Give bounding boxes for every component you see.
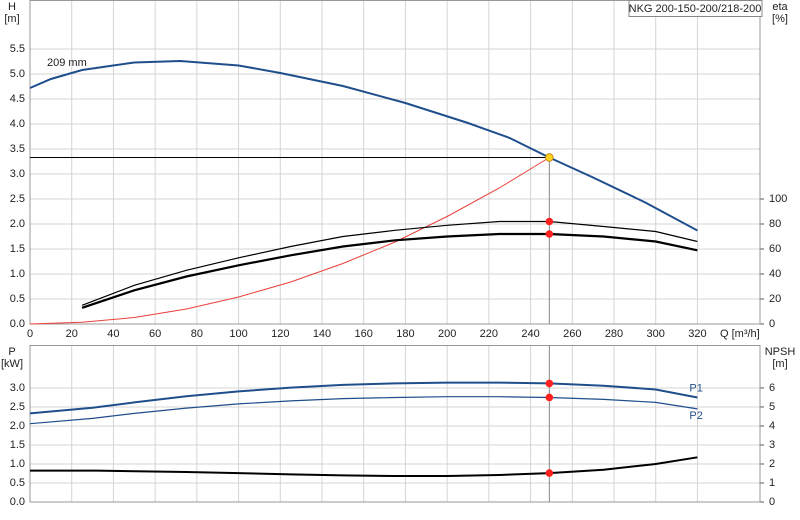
- y-tick-label: 2.5: [10, 193, 25, 205]
- series-label: P1: [689, 382, 702, 394]
- y2-axis-unit: [m]: [772, 358, 787, 370]
- y-tick-label: 1.5: [10, 439, 25, 451]
- y2-tick-label: 4: [769, 420, 775, 432]
- y-tick-label: 0.0: [10, 318, 25, 330]
- x-tick-label: 300: [647, 328, 665, 340]
- y-axis-label: H: [8, 1, 16, 13]
- x-tick-label: 220: [480, 328, 498, 340]
- y2-tick-label: 2: [769, 458, 775, 470]
- y-axis-label: P: [8, 346, 15, 358]
- y2-tick-label: 0: [769, 318, 775, 330]
- x-tick-label: 20: [66, 328, 78, 340]
- series-line: [29, 59, 698, 232]
- x-tick-label: 120: [271, 328, 289, 340]
- y2-tick-label: 6: [769, 382, 775, 394]
- x-tick-label: 100: [229, 328, 247, 340]
- series-line: [81, 220, 698, 306]
- y-tick-label: 1.0: [10, 458, 25, 470]
- y-tick-label: 1.5: [10, 243, 25, 255]
- y-tick-label: 3.0: [10, 382, 25, 394]
- plot-frame: [29, 345, 761, 503]
- y-tick-label: 2.5: [10, 401, 25, 413]
- duty-point: [545, 217, 554, 226]
- y2-tick-label: 3: [769, 439, 775, 451]
- y-tick-label: 2.0: [10, 218, 25, 230]
- y2-tick-label: 100: [769, 193, 787, 205]
- x-tick-label: 260: [563, 328, 581, 340]
- y-tick-label: 2.0: [10, 420, 25, 432]
- y2-tick-label: 0: [769, 496, 775, 508]
- y-tick-label: 0.5: [10, 293, 25, 305]
- plot-frame: [29, 0, 761, 325]
- series-label: P2: [689, 410, 702, 422]
- model-box: [628, 0, 763, 17]
- x-tick-label: 60: [149, 328, 161, 340]
- y2-tick-label: 80: [769, 218, 781, 230]
- curve-annotation: 209 mm: [47, 57, 87, 69]
- duty-point: [545, 469, 554, 477]
- x-axis-label: Q [m³/h]: [720, 328, 760, 340]
- x-tick-label: 80: [191, 328, 203, 340]
- y2-tick-label: 1: [769, 477, 775, 489]
- y-axis-unit: [m]: [4, 13, 19, 25]
- y2-tick-label: 5: [769, 401, 775, 413]
- y2-tick-label: 40: [769, 268, 781, 280]
- x-tick-label: 180: [396, 328, 414, 340]
- y2-axis-unit: [%]: [772, 13, 788, 25]
- y-tick-label: 3.0: [10, 168, 25, 180]
- y-tick-label: 5.5: [10, 43, 25, 55]
- duty-point: [545, 379, 554, 388]
- y-tick-label: 0.0: [10, 496, 25, 508]
- series-line: [29, 381, 698, 415]
- x-tick-label: 240: [521, 328, 539, 340]
- duty-point: [545, 230, 554, 238]
- series-line: [81, 232, 698, 309]
- y-tick-label: 3.5: [10, 143, 25, 155]
- duty-point: [545, 153, 554, 162]
- x-tick-label: 140: [313, 328, 331, 340]
- y-tick-label: 4.5: [10, 93, 25, 105]
- series-line: [30, 456, 698, 477]
- y-tick-label: 5.0: [10, 68, 25, 80]
- x-tick-label: 280: [605, 328, 623, 340]
- y2-tick-label: 20: [769, 293, 781, 305]
- y2-tick-label: 60: [769, 243, 781, 255]
- y2-axis-label: eta: [772, 1, 788, 13]
- y2-axis-label: NPSH: [765, 346, 796, 358]
- model-name: NKG 200-150-200/218-200: [629, 3, 762, 15]
- x-tick-label: 160: [355, 328, 373, 340]
- y-axis-unit: [kW]: [1, 358, 23, 370]
- y-tick-label: 1.0: [10, 268, 25, 280]
- x-tick-label: 0: [27, 328, 33, 340]
- series-line: [29, 157, 550, 325]
- x-tick-label: 200: [438, 328, 456, 340]
- series-line: [29, 396, 698, 425]
- x-tick-label: 40: [107, 328, 119, 340]
- duty-point: [545, 393, 554, 402]
- x-tick-label: 320: [688, 328, 706, 340]
- y-tick-label: 0.5: [10, 477, 25, 489]
- y-tick-label: 4.0: [10, 118, 25, 130]
